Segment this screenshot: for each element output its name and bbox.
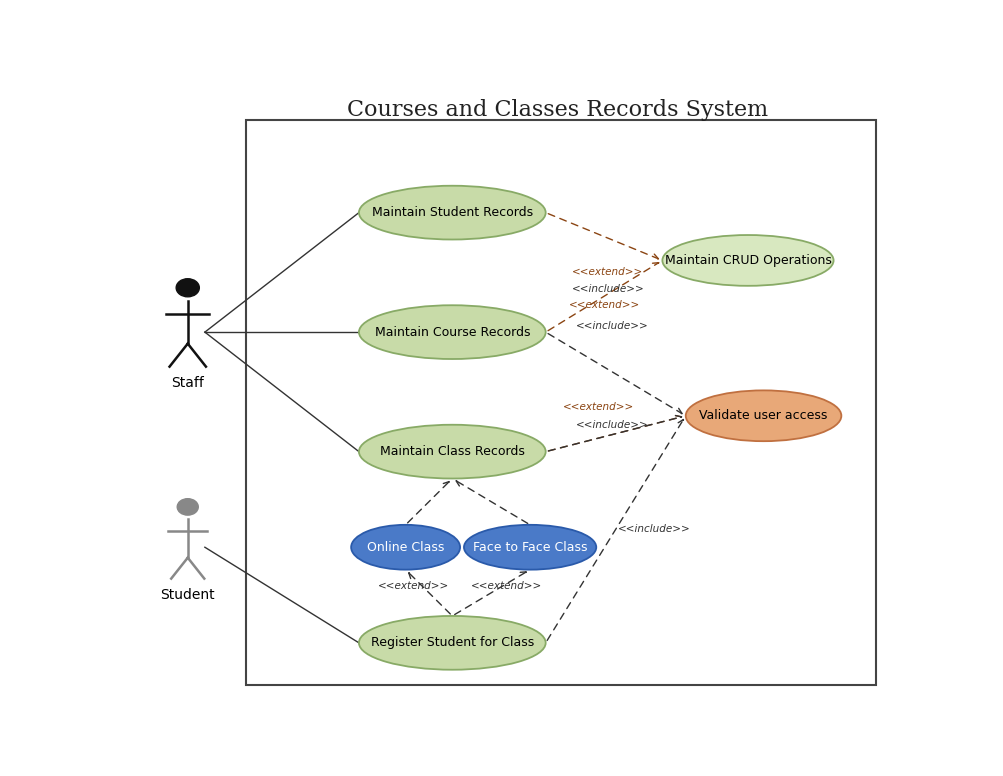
Text: Student: Student — [160, 587, 215, 601]
Ellipse shape — [359, 305, 546, 359]
Ellipse shape — [359, 616, 546, 670]
Text: <<extend>>: <<extend>> — [377, 581, 448, 591]
Text: Register Student for Class: Register Student for Class — [370, 636, 534, 650]
Text: Face to Face Class: Face to Face Class — [472, 541, 587, 554]
Text: <<include>>: <<include>> — [571, 283, 644, 293]
Text: Maintain Course Records: Maintain Course Records — [374, 326, 530, 338]
Text: <<extend>>: <<extend>> — [572, 268, 643, 277]
Ellipse shape — [178, 499, 198, 515]
Text: <<extend>>: <<extend>> — [568, 300, 639, 310]
Text: Maintain Student Records: Maintain Student Records — [371, 206, 533, 219]
Text: <<extend>>: <<extend>> — [470, 581, 542, 591]
Ellipse shape — [662, 235, 832, 286]
Ellipse shape — [351, 525, 459, 570]
Text: <<extend>>: <<extend>> — [563, 402, 634, 412]
Ellipse shape — [685, 390, 841, 442]
Text: <<include>>: <<include>> — [618, 525, 690, 535]
Ellipse shape — [359, 185, 546, 240]
Text: Maintain Class Records: Maintain Class Records — [379, 445, 525, 458]
Ellipse shape — [463, 525, 596, 570]
Text: Validate user access: Validate user access — [699, 409, 826, 422]
Text: Online Class: Online Class — [366, 541, 444, 554]
Text: Maintain CRUD Operations: Maintain CRUD Operations — [664, 254, 830, 267]
Text: <<include>>: <<include>> — [575, 420, 648, 430]
Text: Courses and Classes Records System: Courses and Classes Records System — [346, 99, 767, 121]
Text: Staff: Staff — [172, 376, 204, 390]
Text: <<include>>: <<include>> — [575, 321, 648, 331]
Ellipse shape — [359, 424, 546, 479]
Ellipse shape — [176, 279, 200, 296]
